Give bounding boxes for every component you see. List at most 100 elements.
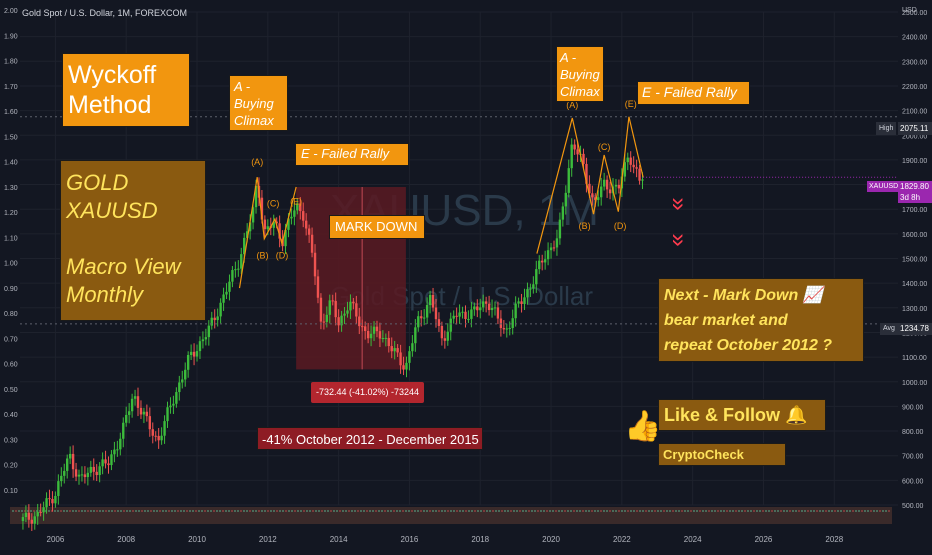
current-price-tag: 1829.80 3d 8h <box>898 181 932 203</box>
bc1-line-3: Climax <box>234 113 274 128</box>
volume-dot <box>291 510 293 512</box>
volume-dot <box>636 510 638 512</box>
volume-dot <box>147 510 149 512</box>
volume-dot <box>843 510 845 512</box>
candle-body <box>293 210 296 217</box>
volume-dot <box>207 510 209 512</box>
volume-dot <box>171 510 173 512</box>
candle-body <box>384 337 388 339</box>
volume-dot <box>135 510 137 512</box>
volume-dot <box>285 510 287 512</box>
candle-body <box>60 475 63 482</box>
volume-dot <box>264 510 266 512</box>
measure-label: -732.44 (-41.02%) -73244 <box>311 382 424 403</box>
candle-body <box>116 449 119 451</box>
candle-body <box>139 407 143 415</box>
volume-dot <box>21 510 23 512</box>
volume-dot <box>129 510 131 512</box>
candle-body <box>594 197 597 200</box>
candle-body <box>517 301 520 304</box>
avg-price-tag: 1234.78 <box>898 323 932 335</box>
x-axis-tick: 2012 <box>259 535 277 544</box>
candle-body <box>54 495 57 504</box>
bc2-line-2: Buying <box>560 67 600 82</box>
left-axis-tick: 0.90 <box>4 286 18 293</box>
cryptocheck-label[interactable]: CryptoCheck <box>658 443 786 466</box>
candle-body <box>502 328 506 330</box>
wyckoff-line-1 <box>238 177 297 289</box>
candle-body <box>151 429 154 436</box>
volume-dot <box>183 510 185 512</box>
volume-dot <box>849 510 851 512</box>
candle-body <box>92 466 95 472</box>
candle-body <box>381 338 385 340</box>
volume-dot <box>243 510 245 512</box>
volume-dot <box>663 510 665 512</box>
like-follow-label[interactable]: Like & Follow 🔔 <box>658 399 826 431</box>
candle-body <box>313 252 317 277</box>
candle-body <box>222 294 225 303</box>
failed-rally-label-2: E - Failed Rally <box>637 81 750 105</box>
volume-dot <box>489 510 491 512</box>
candle-body <box>363 326 367 331</box>
volume-dot <box>411 510 413 512</box>
candle-body <box>328 300 331 315</box>
volume-dot <box>795 510 797 512</box>
candle-body <box>24 512 28 518</box>
volume-dot <box>801 510 803 512</box>
candle-body <box>366 330 370 339</box>
volume-dot <box>123 510 125 512</box>
candle-body <box>420 316 423 319</box>
bc2-line-1: A - <box>560 50 577 65</box>
volume-dot <box>156 510 158 512</box>
candle-body <box>245 231 249 238</box>
candle-body <box>591 193 594 198</box>
volume-dot <box>477 510 479 512</box>
wyckoff-point-a: (A) <box>251 157 263 167</box>
candle-body <box>390 346 393 352</box>
volume-dot <box>234 510 236 512</box>
volume-dot <box>597 510 599 512</box>
wyckoff-point-b: (B) <box>257 251 269 261</box>
right-axis-tick: 1900.00 <box>902 158 927 165</box>
candle-body <box>110 454 113 466</box>
candle-body <box>372 326 376 334</box>
volume-dot <box>180 510 182 512</box>
volume-dot <box>729 510 731 512</box>
volume-dot <box>816 510 818 512</box>
volume-dot <box>531 510 533 512</box>
candle-body <box>284 229 287 247</box>
candle-body <box>529 288 532 290</box>
volume-dot <box>372 510 374 512</box>
right-axis-tick: 1500.00 <box>902 257 927 264</box>
candle-body <box>86 472 90 478</box>
candle-body <box>48 498 51 500</box>
volume-dot <box>405 510 407 512</box>
candle-body <box>608 189 612 194</box>
candle-body <box>98 466 101 476</box>
volume-dot <box>654 510 656 512</box>
candle-body <box>638 168 641 181</box>
volume-dot <box>45 510 47 512</box>
volume-dot <box>345 510 347 512</box>
volume-dot <box>444 510 446 512</box>
candle-body <box>411 343 414 352</box>
mark-down-label: MARK DOWN <box>329 215 425 239</box>
next-mark-down-label: Next - Mark Down 📈 bear market and repea… <box>658 278 864 362</box>
volume-dot <box>840 510 842 512</box>
wyckoff-point-e: (E) <box>290 196 302 206</box>
volume-dot <box>600 510 602 512</box>
candle-body <box>358 316 361 327</box>
candle-body <box>443 338 447 341</box>
candle-body <box>535 269 538 285</box>
candle-body <box>125 414 128 423</box>
volume-dot <box>618 510 620 512</box>
volume-dot <box>249 510 251 512</box>
volume-dot <box>420 510 422 512</box>
candle-body <box>346 310 349 314</box>
volume-dot <box>864 510 866 512</box>
volume-dot <box>450 510 452 512</box>
volume-dot <box>54 510 56 512</box>
left-axis-tick: 1.40 <box>4 160 18 167</box>
thumbs-up-icon[interactable]: 👍 <box>624 410 662 443</box>
